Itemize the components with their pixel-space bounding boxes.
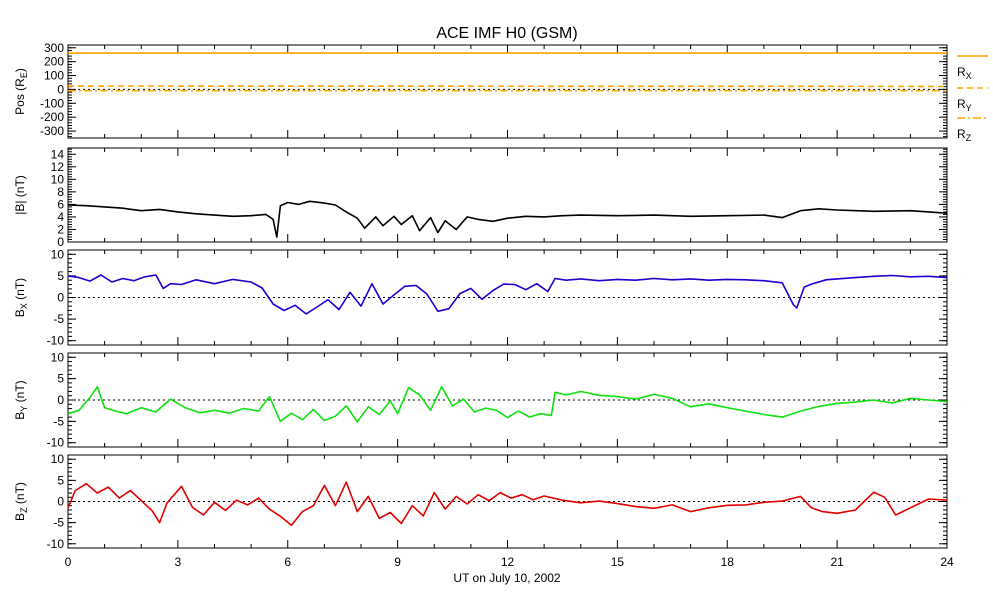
series-line-by-0 (67, 385, 948, 423)
x-tick-label: 9 (394, 555, 401, 569)
y-axis-label-main: B (13, 412, 27, 420)
y-tick-label: 0 (57, 495, 64, 509)
y-axis-label-end: (nT) (13, 380, 27, 405)
y-tick-label: -300 (40, 124, 64, 138)
y-tick-label: 200 (44, 55, 64, 69)
y-tick-label: 4 (57, 210, 64, 224)
x-axis-label: UT on July 10, 2002 (453, 571, 561, 585)
y-tick-label: -5 (53, 312, 64, 326)
y-tick-label: 10 (51, 452, 65, 466)
y-tick-label: 10 (51, 247, 65, 261)
y-axis-label-end: (nT) (13, 482, 27, 507)
y-tick-label: 5 (57, 372, 64, 386)
y-axis-label-end: (nT) (13, 278, 27, 303)
legend-label-main: R (957, 127, 966, 141)
y-tick-label: -10 (47, 436, 65, 450)
series-line-bx-0 (67, 274, 948, 315)
legend-label-sub: Z (966, 133, 972, 143)
y-axis-label-sub: E (19, 72, 29, 78)
y-axis-label: BZ (nT) (13, 482, 29, 521)
legend-label-main: R (957, 65, 966, 79)
y-axis-label: |B| (nT) (13, 175, 27, 215)
y-axis-label-main: |B| (nT) (13, 175, 27, 215)
y-axis-label: BX (nT) (13, 278, 29, 317)
y-tick-label: 300 (44, 41, 64, 55)
y-axis-label-sub: Y (19, 406, 29, 412)
legend-label: RY (957, 97, 972, 113)
y-tick-label: 8 (57, 185, 64, 199)
y-axis-label-main: B (13, 309, 27, 317)
y-tick-label: -5 (53, 414, 64, 428)
y-tick-label: -10 (47, 334, 65, 348)
y-tick-label: 0 (57, 235, 64, 249)
panel-bz: 10 5 0 -5 -10 BZ (nT) (13, 452, 948, 551)
y-tick-label: 0 (57, 393, 64, 407)
x-tick-label: 24 (940, 555, 954, 569)
legend-label: RZ (957, 127, 972, 143)
legend-label-sub: Y (966, 103, 972, 113)
x-tick-label: 0 (65, 555, 72, 569)
y-tick-label: 2 (57, 222, 64, 236)
y-axis-label: BY (nT) (13, 380, 29, 419)
x-tick-label: 12 (501, 555, 515, 569)
y-tick-label: 100 (44, 69, 64, 83)
y-tick-label: 12 (51, 160, 65, 174)
y-tick-label: 10 (51, 350, 65, 364)
y-tick-label: -200 (40, 110, 64, 124)
y-tick-label: -10 (47, 537, 65, 551)
panel-frame (67, 147, 948, 243)
panel-bx: 10 5 0 -5 -10 BX (nT) (13, 247, 948, 348)
panel-by: 10 5 0 -5 -10 BY (nT) (13, 350, 948, 450)
y-tick-label: 5 (57, 473, 64, 487)
series-line-bz-0 (67, 481, 948, 527)
series-line-btot-0 (67, 200, 948, 238)
x-tick-label: 18 (721, 555, 735, 569)
x-tick-label: 15 (611, 555, 625, 569)
legend-label-sub: X (966, 71, 972, 81)
y-axis-label-sub: X (19, 303, 29, 309)
panel-frame (67, 44, 948, 139)
y-axis-label-main: Pos (R (13, 78, 27, 115)
y-tick-label: -5 (53, 516, 64, 530)
legend-label: RX (957, 65, 972, 81)
y-tick-label: 5 (57, 269, 64, 283)
y-tick-label: 6 (57, 197, 64, 211)
x-tick-label: 6 (284, 555, 291, 569)
x-tick-label: 3 (175, 555, 182, 569)
y-axis-label-sub: Z (19, 507, 29, 513)
y-tick-label: 14 (51, 147, 65, 161)
y-axis-label-main: B (13, 513, 27, 521)
y-axis-label-end: ) (13, 68, 27, 72)
x-tick-labels: 0 3 6 9 12 15 18 21 24 (65, 555, 954, 569)
x-tick-label: 21 (830, 555, 844, 569)
y-tick-label: 10 (51, 172, 65, 186)
y-tick-label: 0 (57, 82, 64, 96)
y-tick-label: -100 (40, 96, 64, 110)
y-axis-label: Pos (RE) (13, 68, 29, 115)
chart-title: ACE IMF H0 (GSM) (436, 25, 577, 42)
y-tick-label: 0 (57, 291, 64, 305)
legend-label-main: R (957, 97, 966, 111)
